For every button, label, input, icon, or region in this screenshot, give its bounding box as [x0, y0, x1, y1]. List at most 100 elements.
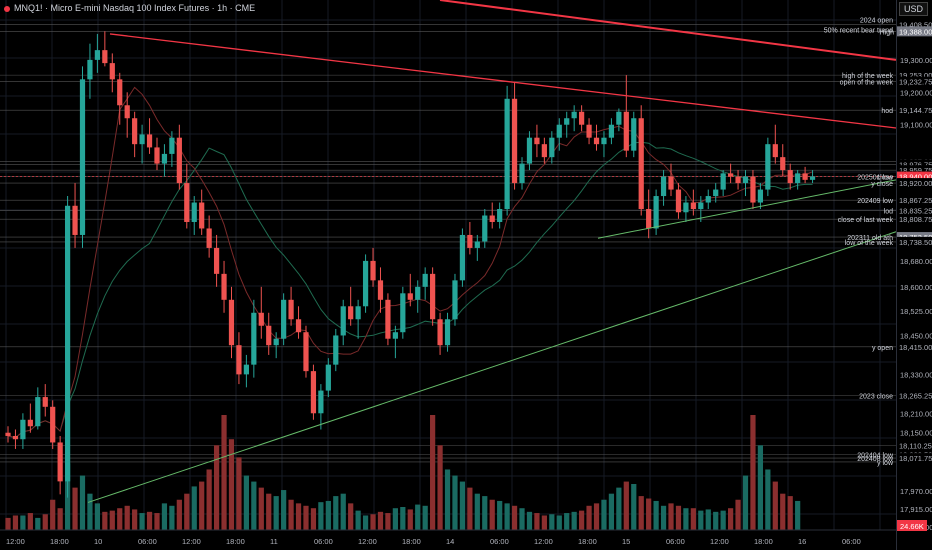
candle-body[interactable]	[742, 176, 749, 184]
candle-body[interactable]	[35, 397, 41, 427]
candle-body[interactable]	[780, 157, 786, 171]
candle-body[interactable]	[720, 173, 726, 190]
candle-body[interactable]	[422, 273, 428, 287]
candle-body[interactable]	[698, 202, 704, 210]
candle-body[interactable]	[221, 273, 227, 300]
candle-body[interactable]	[802, 173, 808, 180]
candle-body[interactable]	[266, 325, 272, 346]
candle-body[interactable]	[593, 137, 600, 145]
candle-body[interactable]	[72, 205, 78, 235]
candle-body[interactable]	[27, 419, 33, 427]
candle-body[interactable]	[675, 189, 682, 213]
candle-body[interactable]	[467, 234, 473, 248]
candle-body[interactable]	[362, 260, 369, 307]
candle-body[interactable]	[489, 215, 495, 222]
candle-body[interactable]	[102, 50, 108, 64]
candle-body[interactable]	[787, 170, 793, 184]
currency-button[interactable]: USD	[898, 2, 928, 16]
candle-body[interactable]	[228, 299, 235, 346]
candle-body[interactable]	[400, 293, 406, 333]
candle-body[interactable]	[295, 319, 302, 333]
candle-body[interactable]	[705, 196, 711, 203]
candle-body[interactable]	[169, 137, 175, 154]
candle-body[interactable]	[772, 144, 778, 158]
candle-body[interactable]	[444, 319, 451, 346]
candle-body[interactable]	[154, 147, 160, 164]
candle-body[interactable]	[251, 312, 257, 365]
candle-body[interactable]	[534, 137, 540, 145]
candle-body[interactable]	[727, 173, 734, 177]
candle-body[interactable]	[325, 364, 331, 391]
candle-body[interactable]	[459, 234, 466, 281]
candle-body[interactable]	[355, 306, 361, 320]
candle-body[interactable]	[795, 173, 801, 184]
candle-body[interactable]	[430, 273, 436, 320]
candle-body[interactable]	[42, 397, 48, 407]
candle-body[interactable]	[638, 118, 644, 210]
candle-body[interactable]	[683, 202, 689, 213]
candle-body[interactable]	[757, 189, 764, 203]
candle-body[interactable]	[407, 293, 413, 300]
candle-body[interactable]	[191, 202, 197, 222]
candle-body[interactable]	[236, 345, 242, 375]
candle-body[interactable]	[273, 338, 279, 346]
candle-body[interactable]	[109, 63, 115, 80]
candle-body[interactable]	[184, 183, 190, 222]
candle-body[interactable]	[303, 332, 309, 372]
candle-body[interactable]	[586, 124, 592, 138]
candle-body[interactable]	[12, 435, 19, 440]
trendline-green-lower[interactable]	[87, 231, 897, 503]
candle-body[interactable]	[653, 196, 659, 229]
candle-body[interactable]	[482, 215, 488, 242]
candle-body[interactable]	[549, 137, 555, 158]
candle-body[interactable]	[474, 241, 480, 248]
candle-body[interactable]	[87, 59, 93, 80]
candle-body[interactable]	[64, 205, 71, 482]
candle-body[interactable]	[519, 163, 525, 184]
candle-body[interactable]	[340, 306, 346, 336]
candle-body[interactable]	[348, 306, 354, 320]
candle-body[interactable]	[288, 299, 294, 320]
candle-body[interactable]	[631, 118, 637, 151]
candle-body[interactable]	[556, 124, 562, 138]
candle-body[interactable]	[452, 280, 458, 320]
candle-body[interactable]	[206, 228, 212, 248]
candle-body[interactable]	[809, 176, 816, 180]
candle-body[interactable]	[504, 98, 510, 210]
candle-body[interactable]	[258, 312, 264, 326]
candle-body[interactable]	[660, 176, 667, 197]
candle-body[interactable]	[132, 118, 138, 145]
candle-body[interactable]	[541, 144, 547, 158]
candle-body[interactable]	[616, 111, 622, 125]
candle-body[interactable]	[94, 50, 101, 60]
candle-body[interactable]	[601, 137, 607, 145]
candle-body[interactable]	[415, 286, 421, 300]
candle-body[interactable]	[281, 299, 287, 339]
candle-body[interactable]	[333, 335, 339, 365]
candle-body[interactable]	[139, 134, 145, 145]
candle-body[interactable]	[5, 432, 11, 436]
candle-body[interactable]	[668, 176, 674, 190]
candle-body[interactable]	[564, 118, 570, 125]
candle-body[interactable]	[57, 442, 63, 482]
candle-body[interactable]	[646, 209, 652, 229]
candle-body[interactable]	[571, 111, 577, 119]
candle-body[interactable]	[511, 98, 518, 184]
candle-body[interactable]	[310, 371, 317, 414]
candle-body[interactable]	[437, 319, 443, 346]
candle-body[interactable]	[243, 364, 249, 375]
trendline-red-top[interactable]	[439, 0, 897, 61]
trendline-green-upper[interactable]	[597, 179, 897, 239]
candle-body[interactable]	[579, 111, 585, 125]
candle-body[interactable]	[176, 137, 182, 184]
candle-body[interactable]	[50, 406, 56, 443]
candle-body[interactable]	[526, 137, 533, 164]
candle-body[interactable]	[377, 280, 384, 300]
candle-body[interactable]	[318, 390, 324, 414]
candle-body[interactable]	[750, 176, 756, 203]
trendline-red-upper[interactable]	[109, 33, 897, 129]
candle-body[interactable]	[608, 124, 615, 138]
candle-body[interactable]	[735, 176, 741, 184]
candle-body[interactable]	[690, 202, 696, 210]
